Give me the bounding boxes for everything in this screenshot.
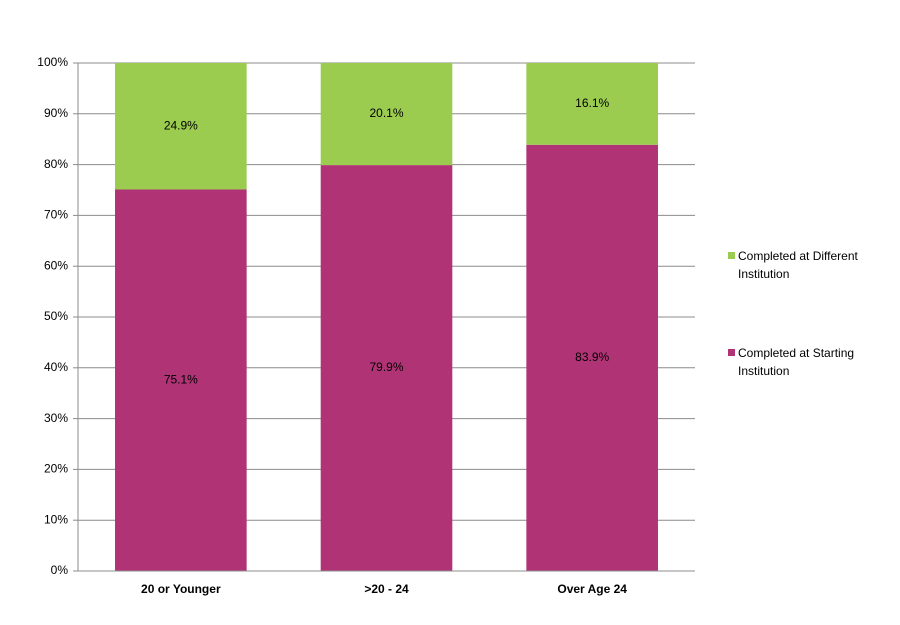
y-tick-label: 10% <box>44 512 68 526</box>
y-tick-label: 100% <box>37 55 68 69</box>
bar-segment <box>526 144 658 571</box>
y-tick-label: 90% <box>44 106 68 120</box>
y-tick-label: 70% <box>44 208 68 222</box>
data-label: 83.9% <box>575 350 609 364</box>
bar-segment <box>526 63 658 145</box>
y-tick-label: 0% <box>51 563 69 577</box>
legend-label: Completed at Different Institution <box>738 249 858 281</box>
bar-segment <box>115 189 247 571</box>
x-tick-label: Over Age 24 <box>557 582 627 596</box>
x-tick-label: 20 or Younger <box>141 582 221 596</box>
y-tick-label: 20% <box>44 462 68 476</box>
legend-swatch <box>728 349 735 356</box>
legend-label: Completed at Starting Institution <box>738 346 855 378</box>
bar-segment <box>115 63 247 190</box>
y-tick-label: 60% <box>44 258 68 272</box>
y-tick-label: 50% <box>44 309 68 323</box>
data-label: 16.1% <box>575 96 609 110</box>
y-tick-label: 30% <box>44 411 68 425</box>
bar-segment <box>320 165 453 571</box>
x-tick-label: >20 - 24 <box>364 582 409 596</box>
data-label: 75.1% <box>164 372 198 386</box>
legend-swatch <box>728 252 735 259</box>
y-tick-label: 40% <box>44 360 68 374</box>
data-label: 20.1% <box>369 106 403 120</box>
y-tick-label: 80% <box>44 157 68 171</box>
data-label: 24.9% <box>164 118 198 132</box>
bar-segment <box>320 63 453 166</box>
data-label: 79.9% <box>369 360 403 374</box>
